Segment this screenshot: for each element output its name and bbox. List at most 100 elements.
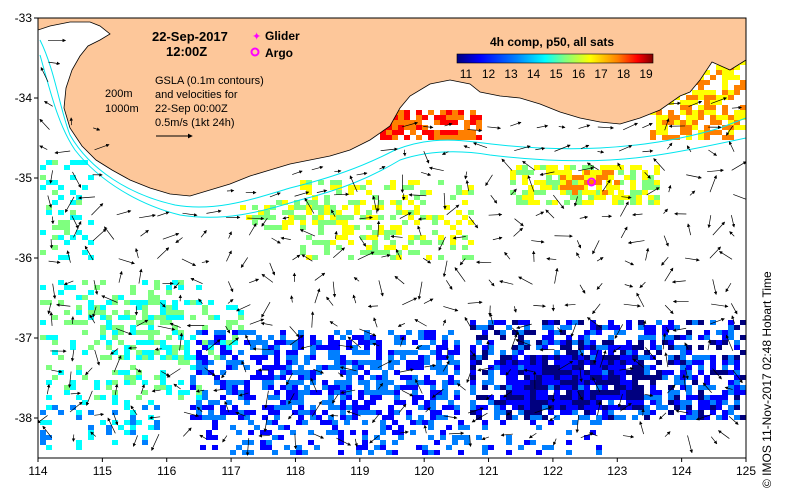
velocity-arrow: [135, 368, 142, 373]
sst-pixel: [300, 185, 306, 190]
sst-pixel: [288, 215, 294, 220]
sst-pixel: [710, 405, 716, 410]
sst-pixel: [226, 400, 232, 405]
sst-pixel: [560, 380, 566, 385]
sst-pixel: [668, 320, 674, 325]
sst-pixel: [656, 400, 662, 405]
sst-pixel: [618, 180, 624, 185]
sst-pixel: [82, 320, 88, 325]
sst-pixel: [70, 210, 76, 215]
sst-pixel: [252, 205, 258, 210]
sst-pixel: [358, 380, 364, 385]
sst-pixel: [378, 230, 384, 235]
sst-pixel: [542, 355, 548, 360]
sst-pixel: [240, 205, 246, 210]
sst-pixel: [268, 365, 274, 370]
sst-pixel: [740, 60, 746, 65]
velocity-arrow: [620, 201, 629, 217]
sst-pixel: [578, 345, 584, 350]
velocity-arrow: [444, 122, 453, 127]
sst-pixel: [650, 395, 656, 400]
sst-pixel: [268, 395, 274, 400]
sst-pixel: [340, 370, 346, 375]
sst-pixel: [510, 175, 516, 180]
contour-1000m-label: 1000m: [105, 103, 139, 115]
sst-pixel: [226, 350, 232, 355]
sst-pixel: [436, 365, 442, 370]
sst-pixel: [584, 360, 590, 365]
sst-pixel: [482, 370, 488, 375]
sst-pixel: [614, 385, 620, 390]
sst-pixel: [70, 405, 76, 410]
sst-pixel: [64, 230, 70, 235]
sst-pixel: [560, 395, 566, 400]
sst-pixel: [728, 75, 734, 80]
sst-pixel: [388, 350, 394, 355]
velocity-arrow: [709, 174, 717, 193]
velocity-arrow: [724, 386, 733, 390]
sst-pixel: [112, 395, 118, 400]
sst-pixel: [250, 410, 256, 415]
sst-pixel: [372, 250, 378, 255]
sst-pixel: [464, 425, 470, 430]
sst-pixel: [632, 350, 638, 355]
velocity-arrow: [288, 412, 295, 420]
velocity-arrow: [644, 171, 651, 179]
sst-pixel: [184, 300, 190, 305]
sst-pixel: [554, 350, 560, 355]
sst-pixel: [512, 330, 518, 335]
sst-pixel: [698, 385, 704, 390]
sst-pixel: [274, 340, 280, 345]
sst-pixel: [244, 410, 250, 415]
sst-pixel: [354, 185, 360, 190]
sst-pixel: [418, 345, 424, 350]
sst-pixel: [40, 410, 46, 415]
velocity-arrow: [424, 363, 437, 368]
sst-pixel: [590, 365, 596, 370]
sst-pixel: [522, 190, 528, 195]
x-tick-label: 117: [222, 464, 241, 478]
contour-200m: [39, 39, 746, 208]
sst-pixel: [238, 325, 244, 330]
sst-pixel: [64, 320, 70, 325]
sst-pixel: [680, 415, 686, 420]
sst-pixel: [412, 380, 418, 385]
sst-pixel: [148, 330, 154, 335]
sst-pixel: [722, 365, 728, 370]
sst-pixel: [118, 315, 124, 320]
sst-pixel: [336, 245, 342, 250]
sst-pixel: [704, 400, 710, 405]
y-tick-label: -34: [15, 91, 33, 105]
sst-pixel: [704, 70, 710, 75]
sst-pixel: [412, 365, 418, 370]
velocity-arrow: [536, 124, 549, 129]
velocity-arrow: [485, 393, 493, 401]
sst-pixel: [268, 370, 274, 375]
sst-pixel: [318, 240, 324, 245]
colorbar: [456, 53, 654, 64]
sst-pixel: [740, 115, 746, 120]
sst-pixel: [440, 435, 446, 440]
sst-pixel: [734, 120, 740, 125]
sst-pixel: [220, 410, 226, 415]
sst-pixel: [602, 340, 608, 345]
velocity-arrow: [441, 151, 449, 155]
sst-pixel: [482, 420, 488, 425]
sst-pixel: [166, 290, 172, 295]
sst-pixel: [584, 340, 590, 345]
sst-pixel: [528, 185, 534, 190]
sst-pixel: [340, 380, 346, 385]
sst-pixel: [392, 450, 398, 455]
velocity-arrow: [136, 319, 149, 327]
sst-pixel: [398, 130, 404, 135]
sst-pixel: [440, 135, 446, 140]
sst-pixel: [366, 235, 372, 240]
sst-pixel: [584, 370, 590, 375]
sst-pixel: [76, 295, 82, 300]
sst-pixel: [190, 300, 196, 305]
sst-pixel: [70, 175, 76, 180]
sst-pixel: [196, 330, 202, 335]
sst-pixel: [190, 385, 196, 390]
velocity-arrow: [592, 303, 601, 315]
sst-pixel: [112, 330, 118, 335]
